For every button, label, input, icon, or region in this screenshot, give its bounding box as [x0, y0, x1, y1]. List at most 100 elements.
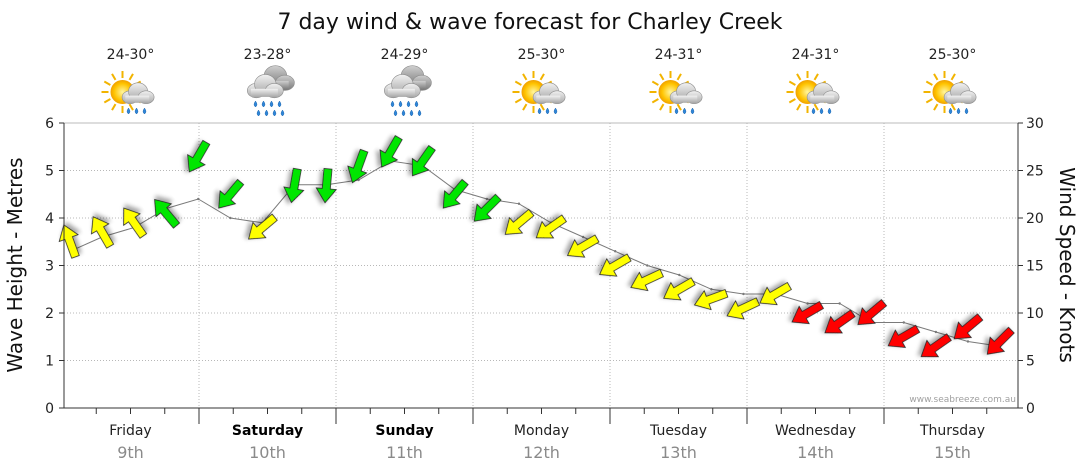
wind-arrow-shape [504, 208, 535, 235]
day-date-label: 13th [660, 443, 697, 462]
wave-height-point [838, 302, 841, 305]
cloud-shape [121, 82, 155, 104]
wave-height-line [69, 160, 1001, 347]
wind-arrow-shape [218, 178, 245, 209]
wind-arrow-shape [759, 281, 792, 306]
rain-drops [126, 107, 147, 115]
wave-height-point [197, 197, 200, 201]
wind-arrow-shape [887, 324, 921, 348]
wave-height-point [613, 250, 617, 253]
wind-arrow [442, 178, 469, 209]
wind-arrow-shape [123, 207, 148, 239]
y-right-tick-label: 5 [1026, 354, 1035, 370]
wind-arrow-shape [791, 300, 825, 325]
day-name-label: Wednesday [775, 423, 856, 439]
wave-height-point [806, 302, 809, 305]
wind-arrow-shape [857, 299, 888, 326]
wave-height-point [229, 216, 232, 220]
rain-drops [811, 107, 832, 115]
day-date-label: 15th [934, 443, 971, 462]
wind-arrow-shape [248, 213, 278, 240]
wind-arrow [887, 324, 921, 348]
cloud-shape [383, 74, 421, 99]
y-axis-right-title: Wind Speed - Knots [1055, 167, 1079, 363]
wind-arrow [504, 208, 535, 235]
wave-height-point [710, 288, 713, 291]
chart-title: 7 day wind & wave forecast for Charley C… [277, 10, 782, 35]
y-left-tick-label: 1 [45, 354, 54, 370]
rain-cloud-icon [246, 65, 295, 117]
wind-arrow [411, 145, 436, 177]
y-right-tick-label: 15 [1026, 259, 1044, 275]
wind-arrow-shape [953, 313, 984, 340]
wave-height-point [678, 273, 681, 277]
wave-height-point [966, 340, 970, 343]
day-name-label: Monday [514, 423, 569, 439]
wind-arrow [920, 333, 952, 358]
rain-drops [674, 107, 695, 115]
wind-arrow-shape [283, 167, 305, 204]
wind-arrow [283, 167, 305, 204]
wind-arrow [473, 193, 502, 222]
wind-arrow-shape [347, 148, 369, 184]
y-left-tick-label: 4 [45, 211, 54, 227]
y-left-tick-label: 6 [45, 116, 54, 132]
wind-arrow [693, 289, 729, 311]
chart-axes: 0 1 2 3 4 5 6 0 5 10 15 20 25 30 Friday 9th Saturday 10th… [45, 116, 1044, 462]
wind-arrow [218, 178, 245, 209]
day-name-label: Saturday [232, 423, 303, 439]
wind-arrow-shape [566, 234, 600, 258]
day-name-label: Friday [109, 423, 151, 439]
wind-arrow [248, 213, 278, 240]
wind-arrow [824, 309, 856, 334]
wind-arrow [566, 234, 600, 258]
wind-arrow-shape [442, 178, 469, 209]
sun-cloud-rain-icon [101, 71, 155, 115]
wave-height-point [357, 178, 360, 182]
wind-arrow-shape [920, 333, 952, 358]
wind-arrow-shape [630, 268, 664, 292]
day-temperature: 24-29° [381, 47, 429, 63]
wave-height-point [934, 330, 938, 334]
wind-arrow-shape [154, 198, 181, 229]
wind-arrow-shape [599, 253, 632, 277]
y-right-tick-label: 0 [1026, 401, 1035, 417]
plot-grid [64, 123, 1018, 408]
wind-arrow [535, 214, 567, 239]
wind-arrow [379, 135, 403, 168]
day-temperature: 25-30° [929, 47, 977, 63]
wind-arrow-shape [693, 289, 729, 311]
day-name-label: Thursday [919, 423, 985, 439]
wind-arrow [90, 216, 115, 249]
y-right-tick-label: 20 [1026, 211, 1044, 227]
wind-arrow [599, 253, 632, 277]
day-temperature: 24-31° [655, 47, 703, 63]
y-left-tick-label: 2 [45, 306, 54, 322]
cloud-shape [669, 82, 703, 104]
wind-arrow-shape [663, 277, 696, 301]
y-axis-left-title: Wave Height - Metres [3, 157, 27, 372]
weather-row: 24-30° 23-28° 24-29° 25-30° 24-31° 24-31° 25-3… [101, 47, 977, 117]
wind-arrow [791, 300, 825, 325]
wave-height-point [742, 292, 745, 296]
wind-arrow-shape [824, 309, 856, 334]
credit-text: www.seabreeze.com.au [909, 395, 1016, 405]
wave-height-point [902, 321, 905, 324]
wind-speed-series [58, 135, 1015, 358]
wind-arrow [857, 299, 888, 326]
cloud-shape [806, 82, 840, 104]
day-temperature: 24-31° [792, 47, 840, 63]
wind-arrow-shape [986, 326, 1015, 355]
sun-cloud-rain-icon [786, 71, 840, 115]
wind-arrow [187, 139, 211, 173]
wind-arrow [663, 277, 696, 301]
wind-arrow-shape [535, 214, 567, 239]
cloud-shape [246, 74, 284, 99]
y-left-tick-label: 0 [45, 401, 54, 417]
wind-arrow-shape [90, 216, 115, 249]
day-date-label: 12th [523, 443, 560, 462]
wind-arrow-shape [187, 139, 211, 173]
wind-arrow [986, 326, 1015, 355]
wind-arrow-shape [379, 135, 403, 168]
